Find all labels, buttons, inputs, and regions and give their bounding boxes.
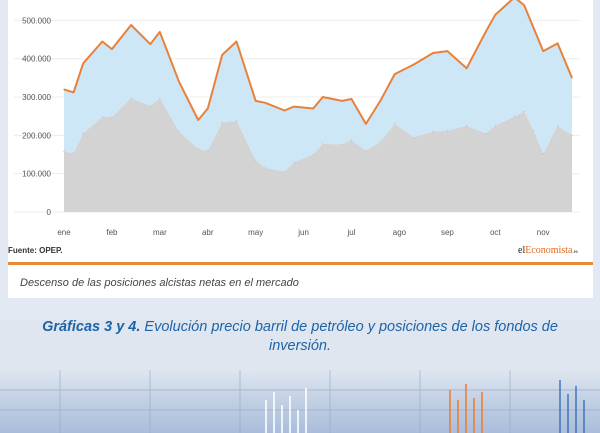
data-point-lower [283, 171, 286, 173]
logo-part-economista: Economista [525, 245, 573, 256]
series-line-upper [63, 0, 573, 125]
data-point-lower [207, 150, 209, 152]
figure-caption: Gráficas 3 y 4. Evolución precio barril … [40, 318, 560, 356]
data-point-lower [101, 116, 103, 118]
data-point-lower [130, 97, 132, 99]
data-point-lower [72, 152, 75, 154]
data-point-lower [159, 97, 161, 99]
divider-rule [8, 262, 593, 265]
data-point-lower [513, 115, 516, 117]
data-point-lower [350, 139, 353, 141]
x-tick-label: mar [153, 228, 167, 237]
logo-part-el: el [518, 245, 526, 256]
data-point-lower [557, 125, 559, 127]
data-point-lower [446, 130, 448, 132]
chart-source: Fuente: OPEP. [8, 246, 63, 255]
y-tick-label: 100.000 [22, 170, 51, 179]
data-point-lower [571, 134, 573, 136]
data-point-lower [264, 167, 266, 169]
data-point-lower [394, 123, 396, 125]
data-point-lower [82, 132, 84, 135]
data-point-lower [322, 143, 324, 145]
x-tick-label: may [248, 228, 263, 237]
data-point-lower [379, 141, 381, 143]
y-tick-label: 0 [47, 208, 52, 217]
data-point-lower [149, 105, 151, 107]
x-tick-label: sep [441, 228, 454, 237]
data-point-lower [63, 150, 65, 153]
data-point-lower [542, 153, 544, 155]
y-tick-label: 200.000 [22, 131, 51, 140]
x-tick-label: nov [537, 228, 550, 237]
decorative-financial-background [0, 370, 600, 433]
y-tick-label: 400.000 [22, 55, 51, 64]
x-tick-label: feb [106, 228, 118, 237]
data-point-lower [523, 111, 525, 113]
data-point-lower [432, 130, 434, 133]
data-point-lower [533, 130, 535, 132]
x-tick-label: ago [393, 228, 407, 237]
data-point-lower [221, 122, 223, 124]
data-point-lower [341, 143, 343, 146]
oil-price-chart: 0 100.000 200.000 300.000 400.000 500.000 ene… [14, 0, 580, 237]
logo-part-domain: .es [572, 250, 578, 255]
upper-area-fill [64, 0, 572, 172]
y-tick-label: 500.000 [22, 16, 51, 25]
x-tick-label: oct [490, 228, 501, 237]
x-tick-label: jul [347, 228, 356, 237]
data-point-lower [465, 125, 468, 127]
data-point-lower [413, 136, 415, 138]
data-point-lower [111, 116, 113, 118]
data-point-lower [293, 161, 295, 163]
x-tick-label: ene [57, 228, 71, 237]
chart-subcaption: Descenso de las posiciones alcistas neta… [20, 277, 299, 289]
y-tick-label: 300.000 [22, 93, 51, 102]
data-point-lower [255, 159, 257, 161]
data-point-lower [235, 120, 238, 122]
lower-area-fill [64, 98, 572, 212]
x-tick-label: abr [202, 228, 214, 237]
x-tick-label: jun [297, 228, 309, 237]
data-point-lower [365, 150, 367, 152]
data-point-lower [178, 130, 180, 133]
data-point-lower [197, 148, 199, 150]
data-point-lower [312, 153, 314, 156]
data-point-lower [485, 132, 487, 135]
figure-caption-text: Evolución precio barril de petróleo y po… [140, 319, 558, 354]
data-point-lower [494, 125, 496, 127]
publisher-logo: elEconomista.es [518, 245, 578, 256]
figure-caption-lead: Gráficas 3 y 4. [42, 319, 141, 335]
